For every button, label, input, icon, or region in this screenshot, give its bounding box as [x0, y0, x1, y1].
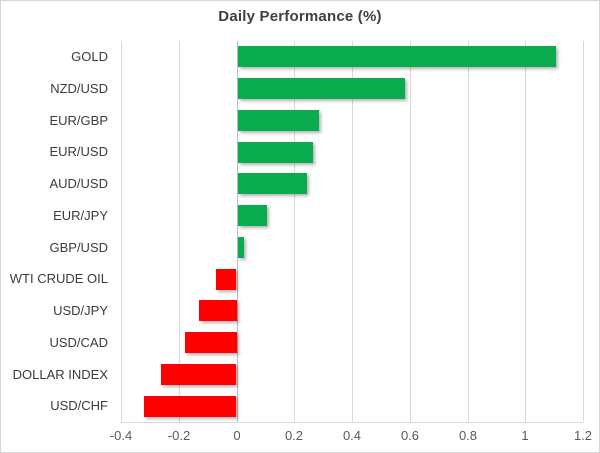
bar-wti-crude-oil — [216, 269, 236, 290]
bar-gbp-usd — [238, 237, 244, 258]
x-tick-label: -0.2 — [167, 428, 191, 443]
bar-usd-jpy — [199, 300, 237, 321]
category-label: USD/JPY — [53, 303, 108, 318]
bar-eur-jpy — [238, 205, 267, 226]
category-label: AUD/USD — [49, 176, 108, 191]
category-label: EUR/GBP — [49, 113, 108, 128]
bar-eur-gbp — [238, 110, 319, 131]
x-tick-label: 1 — [521, 428, 529, 443]
bar-nzd-usd — [238, 78, 405, 99]
bar-usd-cad — [185, 332, 237, 353]
category-label: USD/CAD — [49, 335, 108, 350]
gridline — [525, 41, 526, 422]
x-tick-label: -0.4 — [109, 428, 133, 443]
x-tick-label: 0 — [233, 428, 241, 443]
category-label: EUR/JPY — [53, 208, 108, 223]
plot-bottom-line — [121, 422, 583, 423]
gridline — [583, 41, 584, 422]
bar-dollar-index — [161, 364, 236, 385]
category-label: USD/CHF — [50, 398, 108, 413]
gridline — [352, 41, 353, 422]
gridline — [468, 41, 469, 422]
category-label: DOLLAR INDEX — [12, 367, 108, 382]
gridline — [294, 41, 295, 422]
gridline — [121, 41, 122, 422]
category-label: GBP/USD — [49, 240, 108, 255]
x-tick-label: 0.2 — [284, 428, 304, 443]
category-label: NZD/USD — [50, 81, 108, 96]
gridline — [410, 41, 411, 422]
gridline — [179, 41, 180, 422]
x-tick-label: 0.6 — [400, 428, 420, 443]
category-label: WTI CRUDE OIL — [9, 271, 108, 286]
x-tick-label: 1.2 — [573, 428, 593, 443]
x-tick-label: 0.4 — [342, 428, 362, 443]
chart-title: Daily Performance (%) — [218, 8, 382, 25]
bar-usd-chf — [144, 396, 236, 417]
bar-gold — [238, 46, 556, 67]
x-tick-label: 0.8 — [458, 428, 478, 443]
bar-eur-usd — [238, 142, 313, 163]
bar-aud-usd — [238, 173, 307, 194]
zero-axis-line — [237, 41, 238, 422]
category-label: EUR/USD — [49, 144, 108, 159]
category-label: GOLD — [71, 49, 108, 64]
